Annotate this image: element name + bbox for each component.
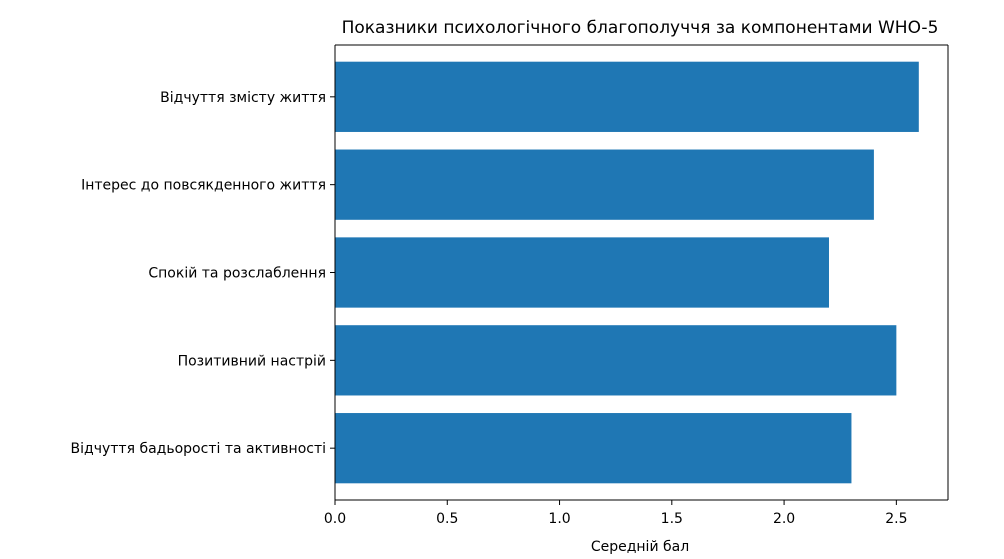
x-tick-label: 1.0 [548, 511, 570, 527]
y-category-label: Інтерес до повсякденного життя [81, 178, 326, 194]
chart-title: Показники психологічного благополуччя за… [342, 18, 939, 38]
x-tick-label: 1.5 [661, 511, 683, 527]
y-category-label: Спокій та розслаблення [148, 266, 326, 282]
x-ticks-layer: 0.0 0.5 1.0 1.5 2.0 2.5 [324, 500, 907, 527]
bars-layer [335, 61, 919, 484]
x-axis-label: Середній бал [591, 539, 689, 555]
y-category-label: Відчуття змісту життя [160, 90, 326, 106]
y-ticks-layer: Відчуття бадьорості та активності Позитив… [71, 90, 335, 457]
y-category-label: Відчуття бадьорості та активності [71, 441, 326, 457]
x-tick-label: 0.5 [436, 511, 458, 527]
bar [335, 61, 919, 132]
bar [335, 237, 829, 308]
bar [335, 325, 897, 396]
y-category-label: Позитивний настрій [178, 353, 326, 369]
bar [335, 413, 852, 484]
bar [335, 149, 874, 220]
x-tick-label: 2.5 [885, 511, 907, 527]
x-tick-label: 2.0 [773, 511, 795, 527]
x-tick-label: 0.0 [324, 511, 346, 527]
